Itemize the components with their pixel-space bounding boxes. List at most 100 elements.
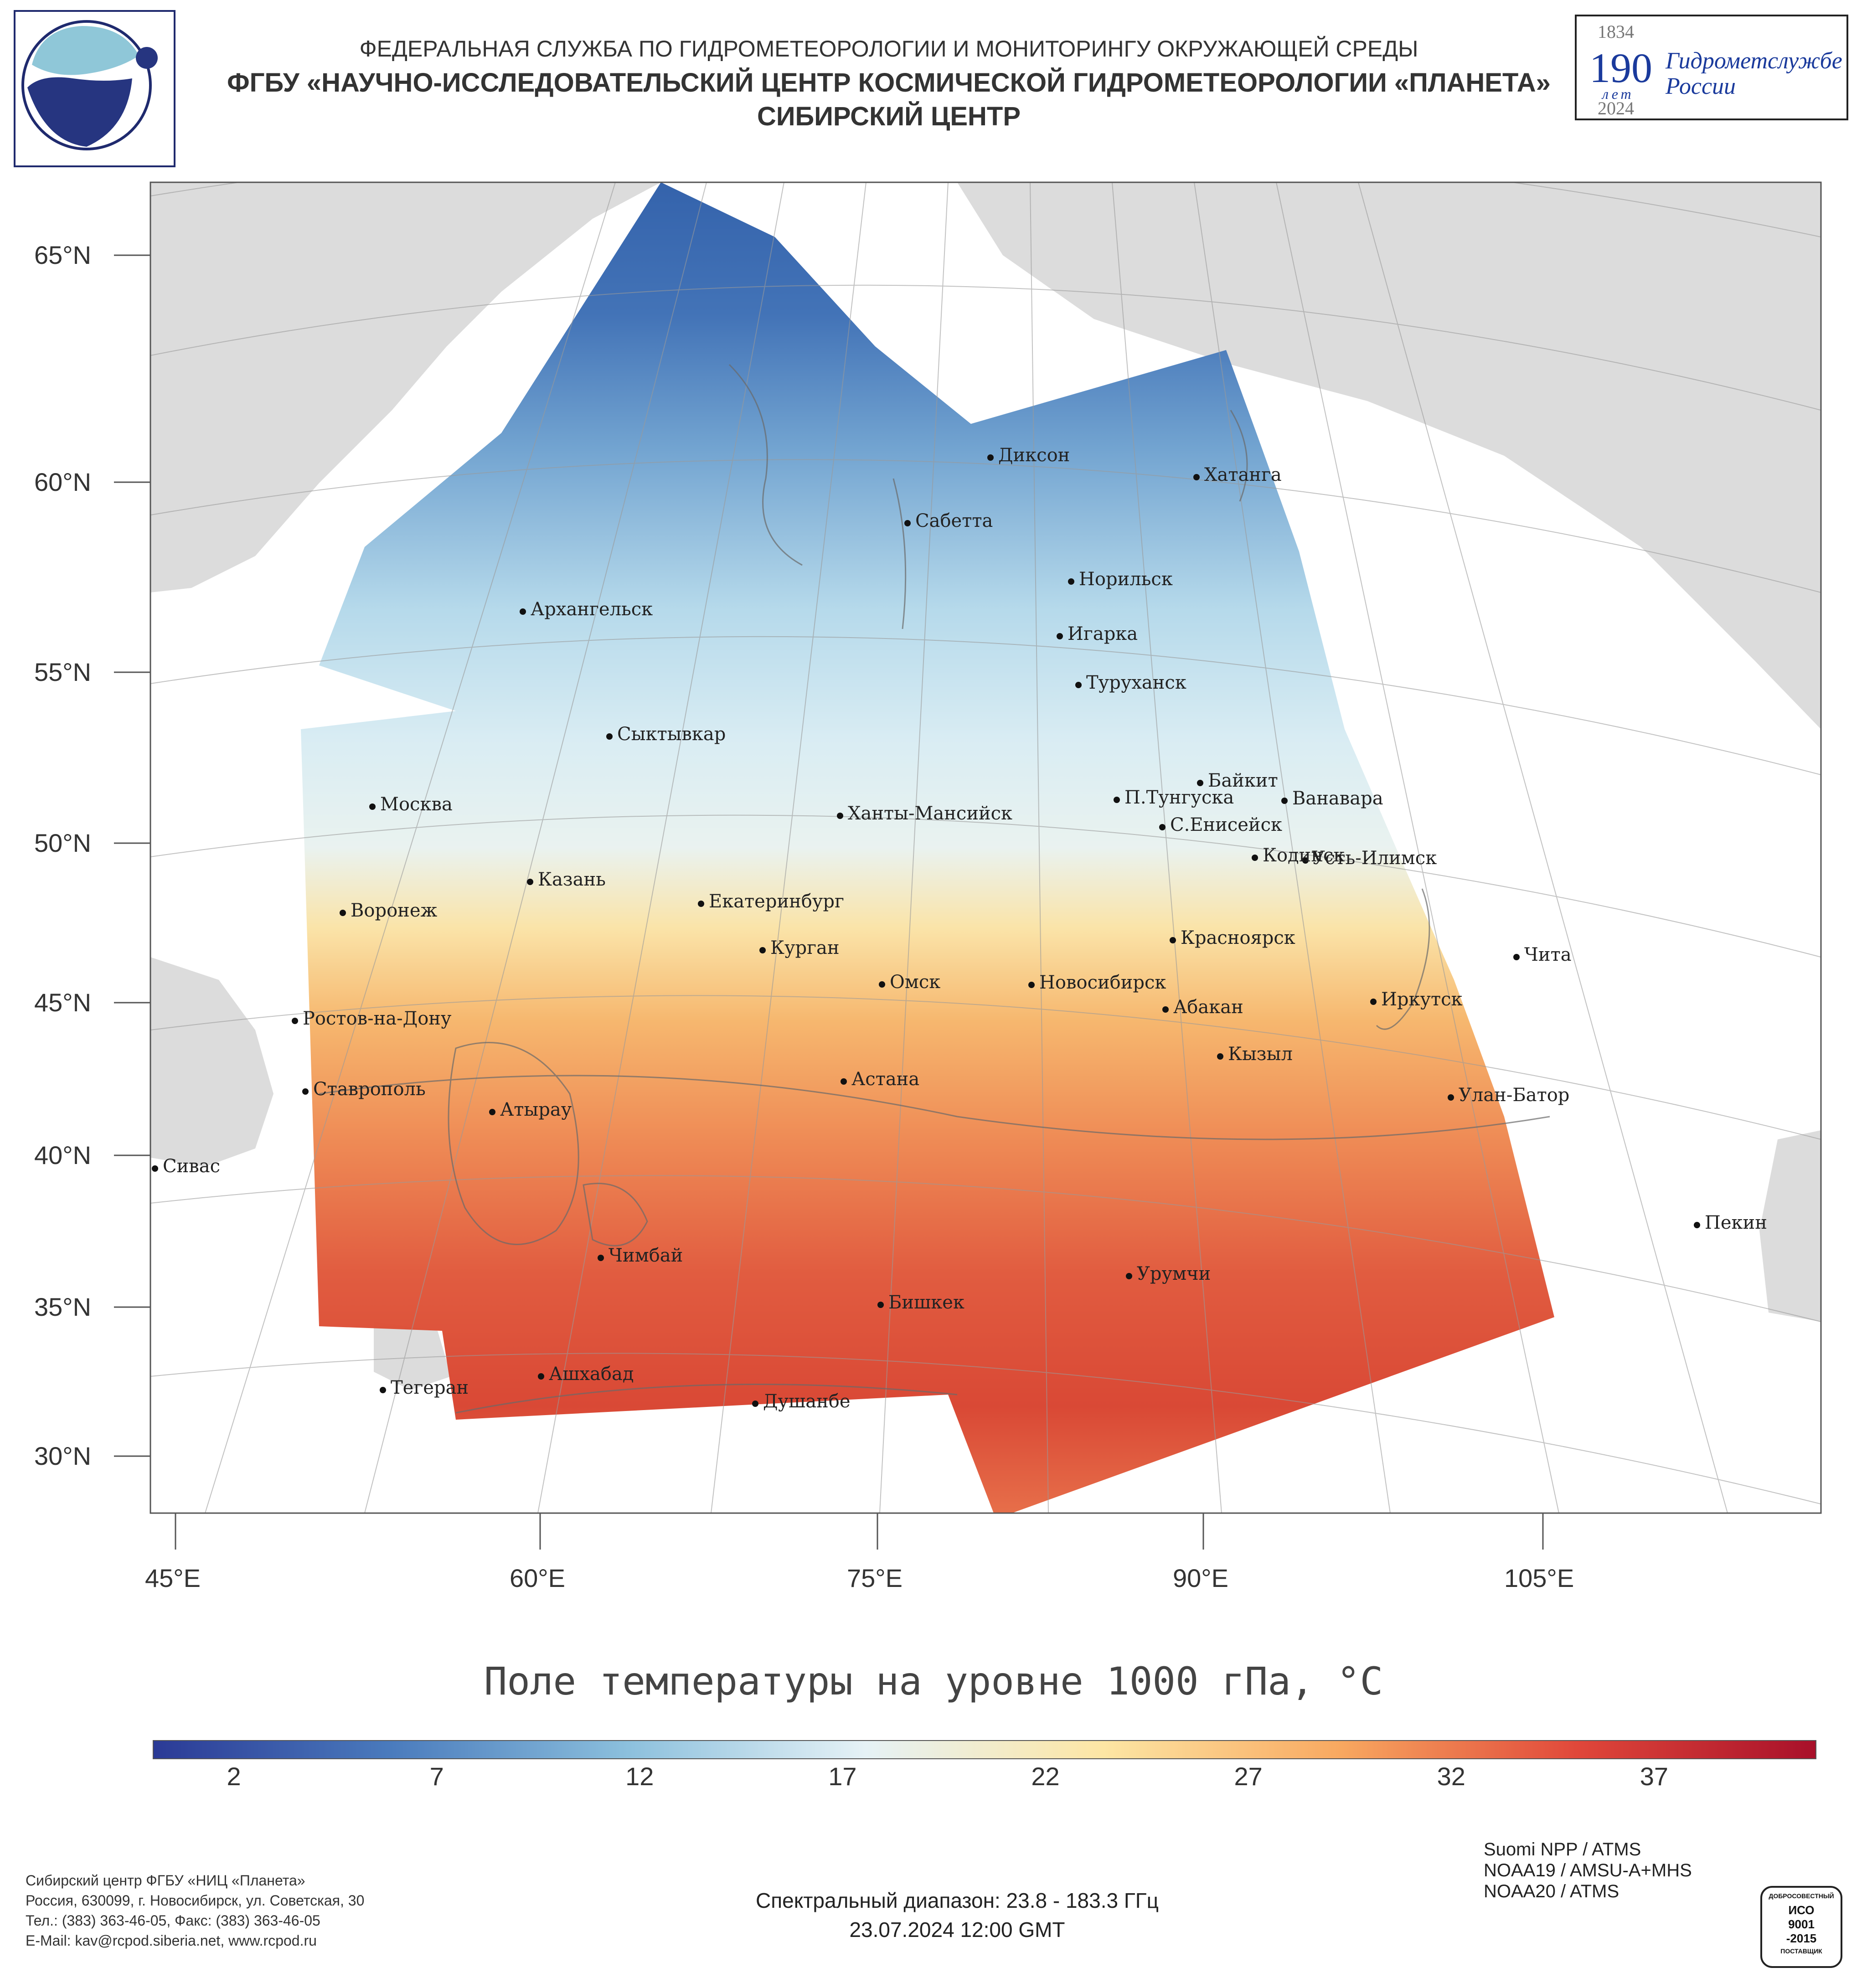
- city-label: Ашхабад: [549, 1364, 634, 1385]
- city-label: Пекин: [1705, 1212, 1767, 1233]
- lon-label: 45°E: [145, 1564, 201, 1592]
- city-label: Усть-Илимск: [1312, 848, 1437, 869]
- iso-badge: ДОБРОСОВЕСТНЫЙ ИСО 9001 -2015 ПОСТАВЩИК: [1760, 1886, 1842, 1968]
- city-label: Москва: [380, 794, 453, 815]
- city-label: Тегеран: [391, 1377, 469, 1398]
- city-label: Чита: [1524, 944, 1572, 965]
- lat-label: 50°N: [34, 829, 92, 857]
- colorbar-tick-label: 17: [828, 1762, 857, 1791]
- iso-top: ДОБРОСОВЕСТНЫЙ: [1769, 1892, 1834, 1900]
- lat-ticks: [114, 254, 150, 1457]
- lat-label: 45°N: [34, 988, 92, 1017]
- city-label: Норильск: [1079, 569, 1173, 590]
- city-label: Астана: [851, 1069, 920, 1090]
- agency-title: ФЕДЕРАЛЬНАЯ СЛУЖБА ПО ГИДРОМЕТЕОРОЛОГИИ …: [359, 36, 1418, 62]
- city-label: Ханты-Мансийск: [848, 803, 1013, 824]
- city-label: Воронеж: [351, 900, 438, 921]
- colorbar-tick-label: 7: [429, 1762, 444, 1791]
- city-label: Ставрополь: [313, 1079, 426, 1100]
- colorbar: [153, 1740, 1816, 1759]
- anniversary-number: 190: [1589, 45, 1652, 91]
- city-label: Сивас: [163, 1156, 221, 1177]
- colorbar-tick-label: 32: [1437, 1762, 1465, 1791]
- anniversary-years-word: лет: [1602, 86, 1634, 102]
- satellite-list: Suomi NPP / ATMS NOAA19 / AMSU-A+MHS NOA…: [1484, 1839, 1692, 1902]
- lat-label: 35°N: [34, 1293, 92, 1321]
- observation-datetime: 23.07.2024 12:00 GMT: [849, 1918, 1065, 1942]
- city-label: Байкит: [1208, 770, 1278, 791]
- lon-ticks: [175, 1513, 1544, 1550]
- city-label: Ростов-на-Дону: [303, 1008, 452, 1029]
- city-label: Архангельск: [531, 599, 653, 620]
- city-labels: Диксон Хатанга Сабетта Норильск Архангел…: [163, 445, 1767, 1412]
- city-label: Омск: [890, 972, 941, 993]
- coastlines: [319, 364, 1550, 1414]
- city-label: Абакан: [1173, 997, 1243, 1018]
- iso-mid2: 9001: [1788, 1917, 1815, 1931]
- anniversary-badge: 1834 190 лет Гидрометслужбе России 2024: [1575, 15, 1848, 120]
- anniversary-org: Гидрометслужбе России: [1666, 48, 1842, 99]
- arctic-land-west: [150, 182, 661, 592]
- map-frame: [150, 181, 1822, 1514]
- satellite-item: NOAA19 / AMSU-A+MHS: [1484, 1860, 1692, 1880]
- caspian-south: [374, 1322, 451, 1390]
- anniversary-org-line2: России: [1666, 73, 1736, 99]
- city-label: Екатеринбург: [709, 891, 844, 912]
- city-label: Улан-Батор: [1459, 1085, 1570, 1106]
- city-label: Чимбай: [609, 1245, 683, 1266]
- chart-title: Поле температуры на уровне 1000 гПа, °C: [484, 1659, 1383, 1704]
- city-label: Атырау: [500, 1099, 572, 1120]
- lat-label: 65°N: [34, 241, 92, 269]
- colorbar-tick-label: 27: [1234, 1762, 1263, 1791]
- city-label: Кодинск: [1263, 845, 1345, 866]
- center-title: ФГБУ «НАУЧНО-ИССЛЕДОВАТЕЛЬСКИЙ ЦЕНТР КОС…: [227, 68, 1551, 98]
- temperature-swath: [301, 182, 1554, 1513]
- colorbar-tick-label: 37: [1640, 1762, 1669, 1791]
- arctic-land-east: [957, 182, 1821, 729]
- colorbar-tick-label: 22: [1031, 1762, 1060, 1791]
- city-label: Хатанга: [1204, 464, 1282, 485]
- city-label: Курган: [770, 937, 840, 958]
- city-label: С.Енисейск: [1170, 814, 1282, 835]
- city-label: Иркутск: [1381, 989, 1463, 1010]
- city-label: Кызыл: [1228, 1044, 1293, 1065]
- iso-mid1: ИСО: [1788, 1903, 1815, 1917]
- iso-bottom: ПОСТАВЩИК: [1780, 1947, 1822, 1955]
- graticule: [150, 182, 1821, 1513]
- city-label: Туруханск: [1086, 672, 1186, 693]
- city-label: Душанбе: [763, 1391, 851, 1412]
- footer-email: E-Mail: kav@rcpod.siberia.net, www.rcpod…: [26, 1932, 317, 1949]
- anniversary-org-line1: Гидрометслужбе: [1666, 48, 1842, 74]
- city-label: Бишкек: [888, 1292, 964, 1313]
- colorbar-tick-label: 12: [625, 1762, 654, 1791]
- city-label: П.Тунгуска: [1124, 787, 1234, 808]
- lat-label: 30°N: [34, 1442, 92, 1470]
- city-dots: [152, 454, 1700, 1407]
- footer-address: Россия, 630099, г. Новосибирск, ул. Сове…: [26, 1892, 365, 1909]
- city-label: Игарка: [1068, 623, 1138, 644]
- lat-label: 40°N: [34, 1141, 92, 1169]
- city-label: Сыктывкар: [617, 724, 726, 745]
- anniversary-year-start: 1834: [1598, 21, 1634, 42]
- footer-org: Сибирский центр ФГБУ «НИЦ «Планета»: [26, 1872, 305, 1889]
- lon-label: 105°E: [1504, 1564, 1574, 1592]
- iso-mid3: -2015: [1786, 1931, 1817, 1945]
- footer-spectral: Спектральный диапазон: 23.8 - 183.3 ГГц …: [638, 1886, 1276, 1944]
- city-label: Новосибирск: [1039, 972, 1166, 993]
- colorbar-tick-label: 2: [227, 1762, 241, 1791]
- footer-phone: Тел.: (383) 363-46-05, Факс: (383) 363-4…: [26, 1912, 320, 1929]
- lon-label: 75°E: [847, 1564, 903, 1592]
- east-sea: [1759, 1130, 1821, 1322]
- anniversary-year-end: 2024: [1598, 98, 1634, 118]
- lat-label: 55°N: [34, 658, 92, 686]
- branch-title: СИБИРСКИЙ ЦЕНТР: [757, 102, 1021, 131]
- city-label: Диксон: [998, 445, 1070, 466]
- satellite-item: NOAA20 / ATMS: [1484, 1881, 1619, 1901]
- city-label: Сабетта: [915, 510, 993, 531]
- planeta-logo: [14, 10, 175, 167]
- spectral-range: Спектральный диапазон: 23.8 - 183.3 ГГц: [755, 1889, 1159, 1912]
- city-label: Ванавара: [1292, 788, 1383, 809]
- lon-label: 60°E: [510, 1564, 566, 1592]
- satellite-item: Suomi NPP / ATMS: [1484, 1839, 1641, 1859]
